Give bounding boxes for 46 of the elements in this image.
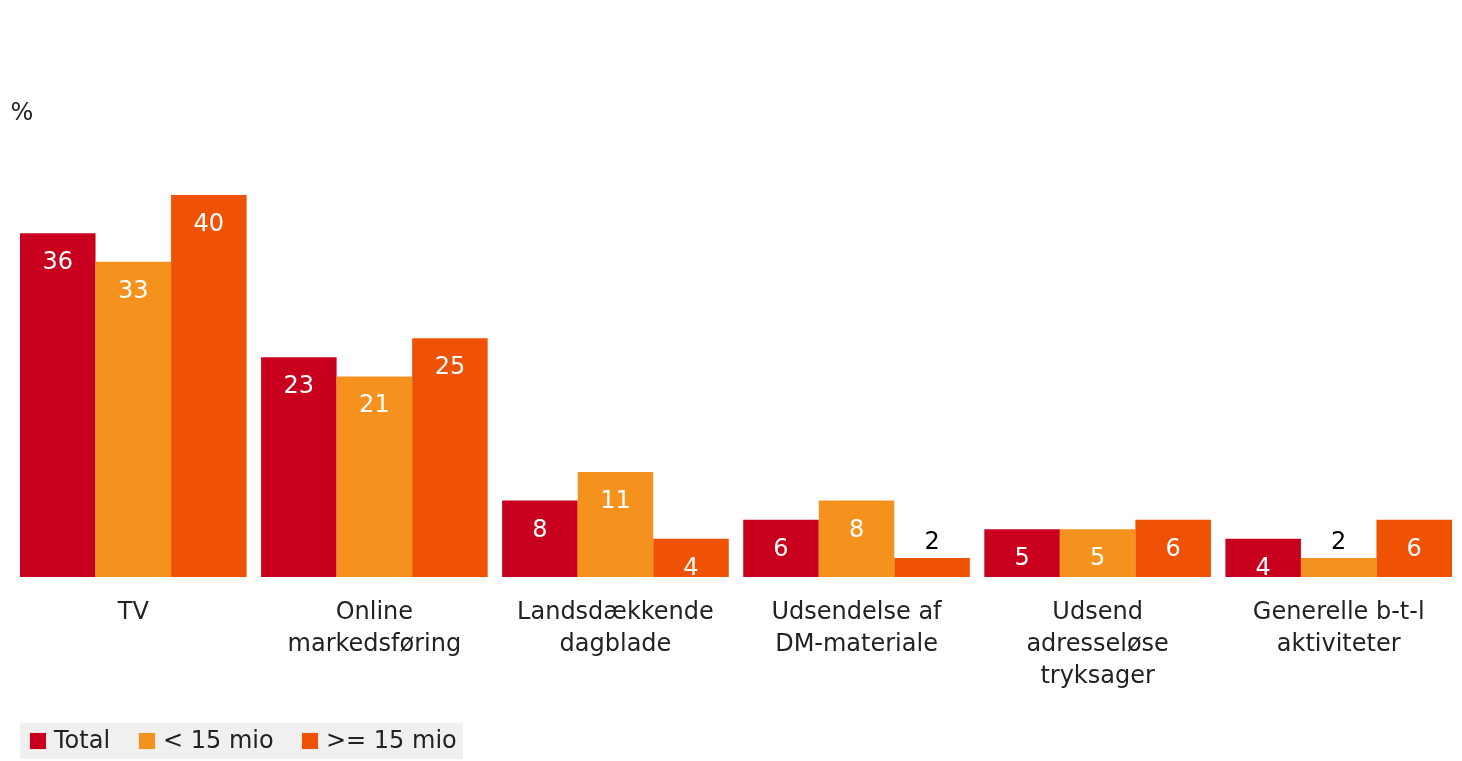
bar (894, 557, 970, 577)
data-label: 5 (1089, 543, 1106, 572)
data-label: 25 (434, 352, 466, 381)
bar (984, 529, 1060, 577)
data-label: 6 (1165, 533, 1181, 562)
legend-label: < 15 mio (163, 726, 274, 754)
y-axis-title: % (10, 97, 34, 126)
bar (1300, 557, 1377, 577)
x-tick-label: Landsdækkende dagblade (517, 596, 714, 657)
data-label: 8 (848, 514, 865, 543)
data-label: 36 (42, 247, 74, 276)
bar (502, 500, 578, 577)
data-label: 40 (193, 209, 225, 237)
bar (818, 500, 895, 577)
data-label: 2 (924, 526, 940, 555)
data-label: 21 (359, 390, 390, 419)
x-tick-label: Udsendelse af DM-materiale (771, 596, 943, 657)
bar (1376, 519, 1452, 577)
bar (261, 357, 337, 577)
legend-label: Total (53, 726, 111, 754)
x-tick-label: Generelle b-t-l aktiviteter (1252, 596, 1425, 657)
x-tick-label: TV (116, 596, 150, 625)
bar (171, 195, 247, 577)
bar (336, 376, 413, 577)
data-label: 4 (1255, 552, 1271, 581)
bar (1225, 538, 1301, 577)
data-label: 6 (773, 533, 789, 562)
data-label: 23 (283, 371, 315, 400)
data-label: 5 (1014, 543, 1030, 572)
x-tick-label: Udsend adresseløse tryksager (1026, 596, 1169, 689)
bar (653, 538, 729, 577)
data-label: 8 (532, 514, 548, 543)
data-label: 33 (118, 275, 149, 304)
x-tick-label: Online markedsføring (287, 596, 462, 657)
bar (20, 233, 96, 577)
bar (577, 471, 654, 577)
bar (743, 519, 819, 577)
data-label: 6 (1406, 533, 1422, 562)
bar (412, 338, 488, 577)
legend-label: >= 15 mio (326, 726, 457, 754)
data-label: 4 (683, 552, 699, 581)
data-label: 11 (600, 485, 631, 514)
bar (1135, 519, 1211, 577)
data-label: 2 (1331, 526, 1347, 555)
bar (1059, 529, 1136, 577)
bar (95, 261, 172, 577)
